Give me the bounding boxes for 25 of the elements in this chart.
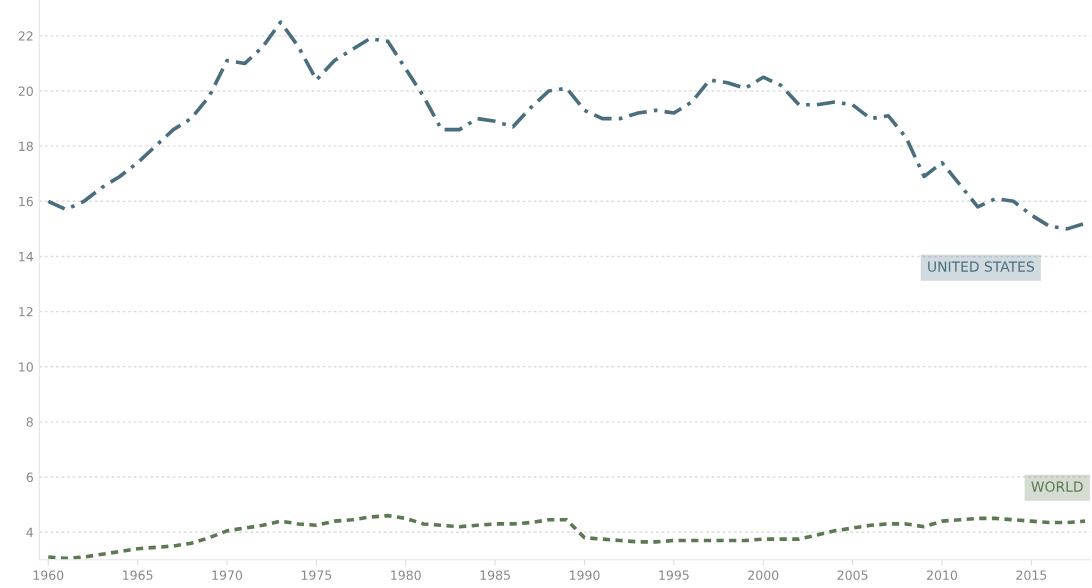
y-tick-label: 8 (26, 417, 33, 427)
x-tick-label: 1970 (212, 570, 243, 580)
y-tick-label: 18 (19, 141, 33, 152)
x-tick-label: 2005 (837, 570, 868, 580)
y-tick-label: 14 (19, 252, 34, 262)
y-tick-label: 4 (26, 527, 34, 537)
x-tick-label: 1985 (480, 570, 510, 580)
x-tick-label: 2015 (1016, 570, 1047, 580)
x-tick-label: 1990 (569, 570, 600, 580)
y-tick-label: 20 (18, 86, 33, 96)
x-tick-label: 1960 (33, 570, 64, 580)
y-tick-label: 16 (19, 196, 33, 207)
x-tick-label: 1995 (659, 570, 689, 580)
x-tick-label: 2000 (748, 570, 779, 580)
text: UNITED STATES (928, 261, 1034, 272)
text: WORLD (1031, 481, 1083, 492)
x-tick-label: 1980 (391, 570, 421, 580)
x-tick-label: 1975 (301, 570, 332, 580)
line-series (46, 513, 1087, 560)
x-tick-label: 2010 (927, 570, 958, 580)
y-tick-label: 22 (18, 31, 33, 41)
x-tick-label: 1965 (123, 570, 153, 580)
y-tick-label: 10 (19, 362, 33, 372)
y-tick-label: 12 (19, 307, 33, 317)
y-tick-label: 6 (26, 472, 33, 482)
